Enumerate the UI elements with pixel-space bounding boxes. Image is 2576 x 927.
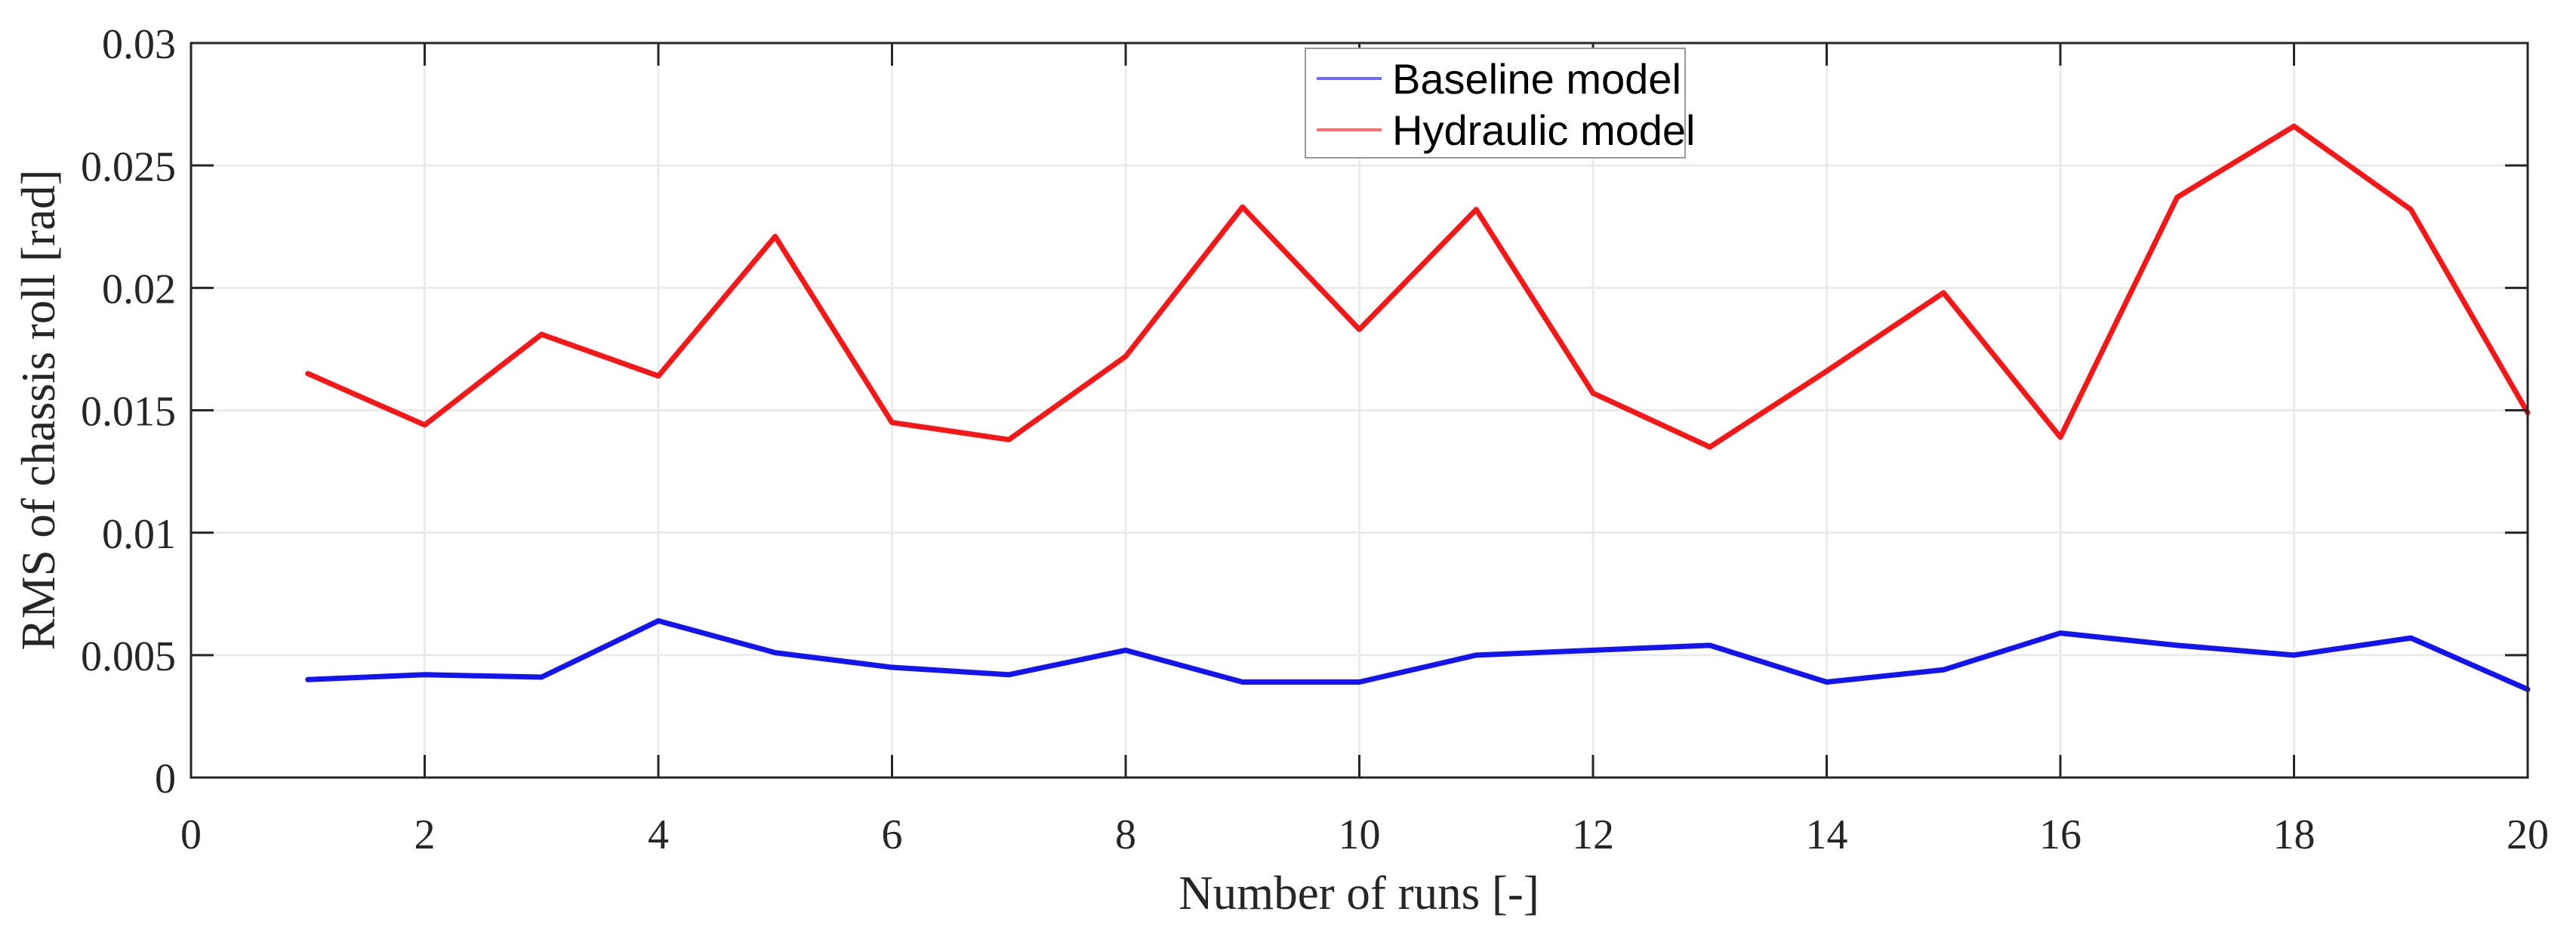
x-tick-label: 12 <box>1572 812 1614 858</box>
legend-label-baseline: Baseline model <box>1392 55 1681 103</box>
y-tick-label: 0.015 <box>81 389 176 436</box>
x-tick-labels: 0 2 4 6 8 10 12 14 16 18 20 <box>180 812 2549 858</box>
y-tick-label: 0.03 <box>102 21 176 68</box>
y-tick-label: 0.025 <box>81 143 176 190</box>
x-tick-label: 14 <box>1806 812 1848 858</box>
series-line-baseline-model <box>305 617 2531 692</box>
y-tick-label: 0.005 <box>81 633 176 680</box>
x-tick-label: 4 <box>648 812 669 858</box>
y-axis-label: RMS of chassis roll [rad] <box>12 170 65 651</box>
x-axis-label: Number of runs [-] <box>1179 867 1539 919</box>
y-tick-labels: 0 0.005 0.01 0.015 0.02 0.025 0.03 <box>81 21 176 802</box>
tick-marks <box>190 42 2529 779</box>
y-tick-label: 0 <box>155 756 176 802</box>
legend-box <box>1305 48 1686 159</box>
legend: Baseline model Hydraulic model <box>1305 48 1696 159</box>
y-tick-label: 0.01 <box>102 511 176 558</box>
x-tick-label: 2 <box>414 812 436 858</box>
x-tick-label: 18 <box>2273 812 2316 858</box>
y-tick-label: 0.02 <box>102 266 176 313</box>
data-series <box>305 123 2531 692</box>
legend-label-hydraulic: Hydraulic model <box>1392 106 1696 154</box>
x-tick-label: 20 <box>2507 812 2549 858</box>
x-tick-label: 16 <box>2039 812 2081 858</box>
series-line-hydraulic-model <box>305 123 2531 450</box>
x-tick-label: 6 <box>882 812 903 858</box>
x-tick-label: 8 <box>1115 812 1136 858</box>
gridlines <box>191 42 2529 778</box>
x-tick-label: 10 <box>1339 812 1381 858</box>
x-tick-label: 0 <box>180 812 202 858</box>
